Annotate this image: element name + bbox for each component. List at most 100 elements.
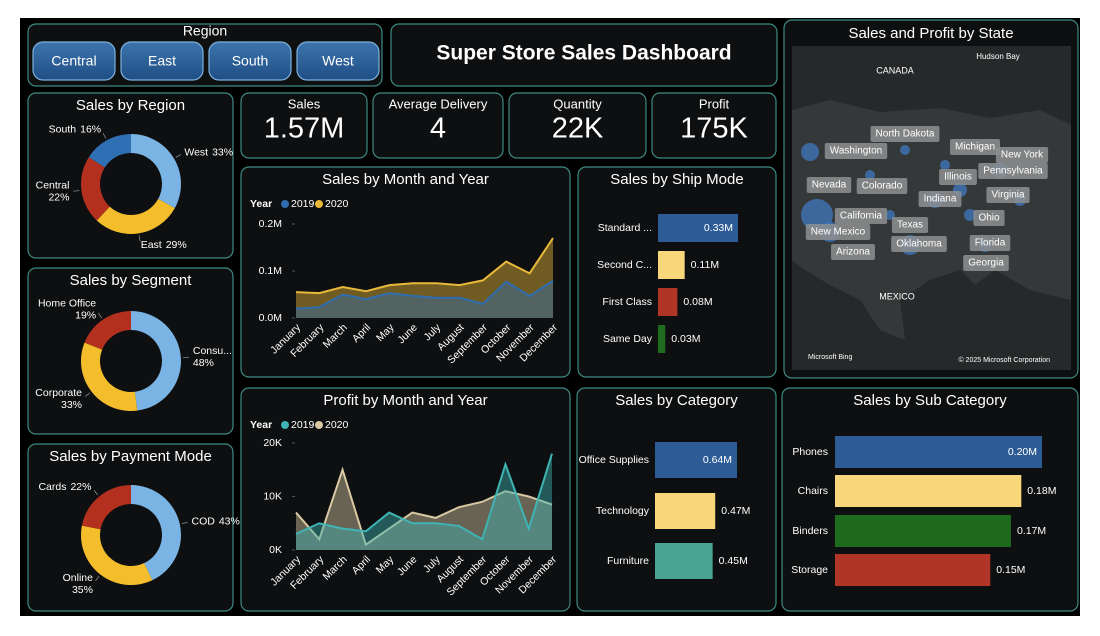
country-label: CANADA: [876, 65, 914, 75]
bar: [655, 493, 716, 529]
bar: [835, 515, 1011, 547]
chart-title: Profit by Month and Year: [323, 392, 487, 409]
button-label: South: [232, 53, 269, 69]
kpi-label: Quantity: [553, 96, 602, 111]
state-label-box: [939, 169, 977, 185]
kpi-value: 175K: [680, 113, 748, 145]
state-label-box: [856, 178, 908, 194]
leader-line: [73, 190, 80, 192]
state-label: Pennsylvania: [983, 166, 1043, 177]
bar: [835, 436, 1042, 468]
state-label: New York: [1001, 150, 1044, 161]
slice-label: South: [49, 123, 77, 135]
legend-swatch: [315, 421, 323, 429]
legend-label: 2019: [291, 198, 315, 210]
kpi-value: 22K: [552, 113, 604, 145]
state-label-box: [918, 191, 962, 207]
leader-line: [95, 575, 100, 582]
panel: [240, 92, 368, 159]
country-label: MEXICO: [879, 291, 915, 301]
kpi-value: 1.57M: [264, 113, 345, 145]
leader-line: [102, 132, 107, 139]
region-button[interactable]: West: [296, 41, 380, 81]
region-button[interactable]: Central: [32, 41, 116, 81]
state-label-box: [891, 236, 947, 252]
area-line: [295, 280, 554, 310]
area-line: [295, 453, 553, 541]
map-bubble: [865, 170, 875, 180]
button-label: East: [148, 53, 176, 69]
bar-category: Phones: [792, 446, 828, 458]
slice-value: 43%: [219, 515, 240, 527]
water-label: Hudson Bay: [976, 52, 1020, 61]
legend-label: 2020: [325, 198, 349, 210]
bar-value: 0.17M: [1017, 525, 1046, 537]
legend-label: 2020: [325, 419, 349, 431]
y-tick-label: 0K: [269, 544, 282, 556]
state-label-box: [995, 147, 1049, 163]
leader-line: [175, 154, 182, 158]
state-label: Illinois: [944, 172, 972, 183]
panel: [27, 267, 234, 435]
state-label: Ohio: [978, 213, 1000, 224]
state-label-box: [824, 143, 888, 159]
slice-label: Home Office: [38, 298, 96, 310]
button-label: West: [322, 53, 354, 69]
slice-value: 19%: [75, 310, 96, 322]
slice-value: 33%: [212, 146, 233, 158]
chart-title: Sales by Sub Category: [853, 392, 1007, 409]
state-label: Arizona: [836, 247, 870, 258]
state-label: Georgia: [968, 258, 1004, 269]
bar-category: Same Day: [603, 333, 653, 345]
kpi-value: 4: [430, 113, 446, 145]
slice-label-group: COD 43%: [192, 515, 240, 527]
state-label: North Dakota: [876, 129, 935, 140]
state-label: Washington: [830, 146, 882, 157]
state-label: Oklahoma: [896, 239, 942, 250]
state-label-box: [834, 208, 888, 224]
legend-title: Year: [250, 198, 272, 210]
leader-line: [84, 392, 91, 397]
state-label-box: [891, 217, 929, 233]
bar-category: Technology: [596, 505, 650, 517]
bar-value: 0.33M: [704, 222, 733, 234]
legend-swatch: [281, 200, 289, 208]
kpi-label: Sales: [288, 96, 321, 111]
donut-slice: [81, 525, 153, 585]
region-button[interactable]: East: [120, 41, 204, 81]
leader-line: [138, 235, 141, 242]
map-credit: © 2025 Microsoft Corporation: [958, 356, 1050, 364]
region-button[interactable]: South: [208, 41, 292, 81]
bar: [655, 543, 713, 579]
bar-value: 0.47M: [721, 505, 750, 517]
state-label-box: [806, 177, 852, 193]
bar: [658, 325, 666, 353]
y-tick-label: 0.0M: [259, 312, 282, 324]
legend-label: 2019: [291, 419, 315, 431]
y-tick-label: 20K: [263, 437, 282, 449]
state-label: New Mexico: [811, 227, 866, 238]
button-face: [296, 41, 380, 81]
dashboard-title: Super Store Sales Dashboard: [436, 42, 731, 65]
slice-label: COD: [192, 515, 216, 527]
bar-value: 0.18M: [1027, 485, 1056, 497]
slice-label: Corporate: [35, 387, 82, 399]
kpi-label: Average Delivery: [389, 96, 488, 111]
chart-title: Sales by Category: [615, 392, 738, 409]
chart-title: Sales by Ship Mode: [610, 171, 743, 188]
slice-label: West: [184, 146, 208, 158]
bar: [835, 475, 1022, 507]
chart-title: Sales by Region: [76, 97, 185, 114]
legend-swatch: [315, 200, 323, 208]
state-label-box: [870, 126, 940, 142]
bar: [835, 554, 991, 586]
map-bubble: [900, 145, 910, 155]
bar-category: Second C...: [597, 259, 652, 271]
bar-value: 0.15M: [996, 564, 1025, 576]
donut-slice: [84, 310, 131, 350]
legend-swatch: [281, 421, 289, 429]
map-bubble: [801, 143, 819, 161]
state-label: California: [840, 211, 883, 222]
chart-title: Sales by Payment Mode: [49, 448, 212, 465]
